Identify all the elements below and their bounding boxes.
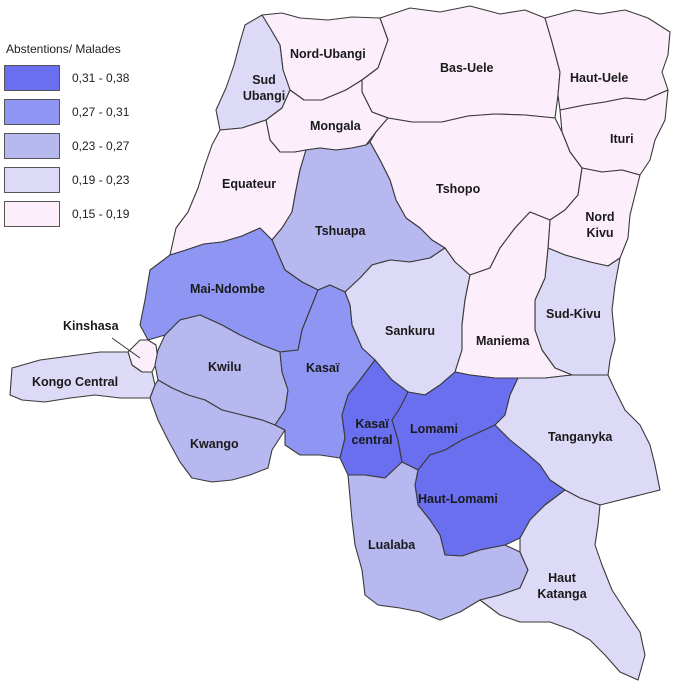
legend-title: Abstentions/ Malades	[6, 42, 121, 56]
label-haut-katanga: Haut Katanga	[537, 571, 587, 601]
region-kasai	[274, 284, 376, 459]
label-lomami: Lomami	[410, 422, 458, 436]
legend-swatch	[4, 201, 60, 227]
label-mai-ndombe: Mai-Ndombe	[190, 282, 265, 296]
legend-swatch	[4, 133, 60, 159]
label-haut-uele: Haut-Uele	[570, 71, 628, 85]
label-bas-uele: Bas-Uele	[440, 61, 494, 75]
legend-item: 0,27 - 0,31	[4, 98, 154, 126]
legend-item: 0,31 - 0,38	[4, 64, 154, 92]
label-kasai: Kasaï	[306, 361, 340, 375]
legend-swatch	[4, 99, 60, 125]
label-kinshasa: Kinshasa	[63, 319, 120, 333]
label-nord-kivu: Nord Kivu	[585, 210, 614, 240]
region-maniema	[454, 211, 573, 379]
legend-label: 0,19 - 0,23	[72, 173, 130, 187]
legend-label: 0,31 - 0,38	[72, 71, 130, 85]
legend-label: 0,27 - 0,31	[72, 105, 130, 119]
legend-label: 0,15 - 0,19	[72, 207, 130, 221]
legend-swatch	[4, 65, 60, 91]
label-maniema: Maniema	[476, 334, 531, 348]
legend-item: 0,23 - 0,27	[4, 132, 154, 160]
kinshasa-leader-line	[111, 337, 141, 359]
label-tshopo: Tshopo	[436, 182, 481, 196]
label-sankuru: Sankuru	[385, 324, 435, 338]
legend-item: 0,15 - 0,19	[4, 200, 154, 228]
region-haut-katanga	[479, 489, 646, 681]
label-haut-lomami: Haut-Lomami	[418, 492, 498, 506]
legend-label: 0,23 - 0,27	[72, 139, 130, 153]
map-legend: Abstentions/ Malades 0,31 - 0,38 0,27 - …	[4, 42, 154, 234]
label-sud-kivu: Sud-Kivu	[546, 307, 601, 321]
label-nord-ubangi: Nord-Ubangi	[290, 47, 366, 61]
region-haut-uele	[544, 9, 671, 111]
label-sud-ubangi: Sud Ubangi	[243, 73, 285, 103]
legend-swatch	[4, 167, 60, 193]
label-kasai-central: Kasaï central	[352, 417, 393, 447]
legend-item: 0,19 - 0,23	[4, 166, 154, 194]
label-ituri: Ituri	[610, 132, 634, 146]
label-kwango: Kwango	[190, 437, 239, 451]
label-kongo-central: Kongo Central	[32, 375, 118, 389]
label-mongala: Mongala	[310, 119, 362, 133]
label-tshuapa: Tshuapa	[315, 224, 367, 238]
label-tanganyka: Tanganyka	[548, 430, 613, 444]
label-kwilu: Kwilu	[208, 360, 241, 374]
label-equateur: Equateur	[222, 177, 276, 191]
label-lualaba: Lualaba	[368, 538, 416, 552]
